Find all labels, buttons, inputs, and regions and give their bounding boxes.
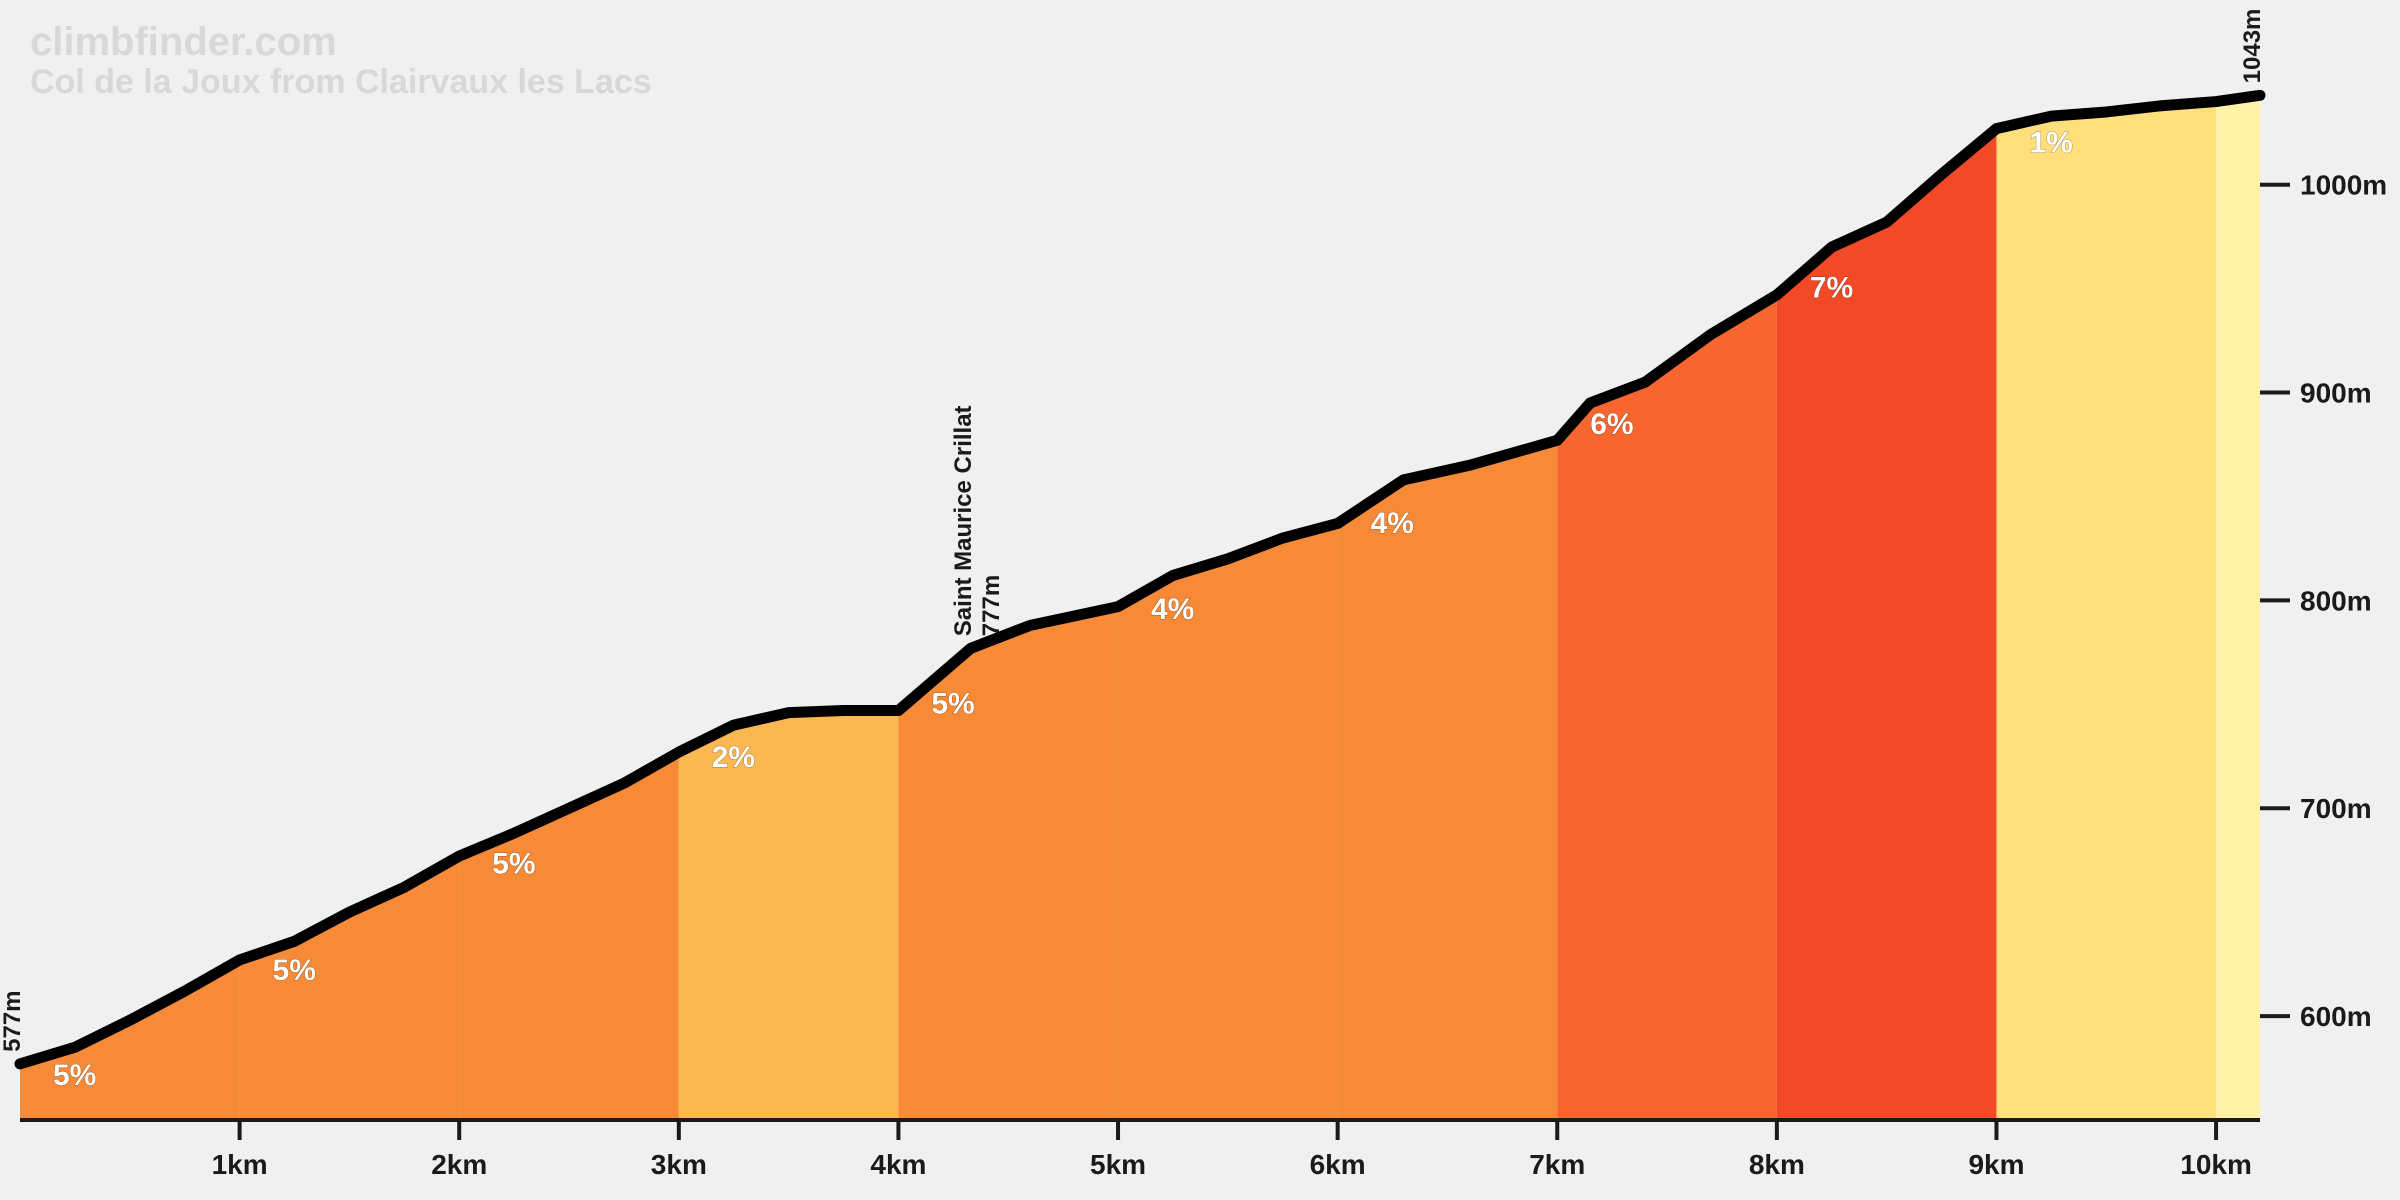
x-tick-label: 3km — [651, 1149, 707, 1180]
gradient-pct-label: 7% — [1810, 271, 1853, 304]
elevation-annotation: 577m — [0, 990, 26, 1051]
elevation-annotation-text: 777m — [978, 575, 1005, 636]
gradient-pct-label: 4% — [1371, 507, 1414, 540]
gradient-segment — [1338, 440, 1558, 1120]
gradient-segment — [240, 856, 460, 1120]
x-tick-label: 2km — [431, 1149, 487, 1180]
elevation-annotation: 1043m — [2239, 9, 2266, 84]
y-tick-label: 700m — [2300, 793, 2372, 824]
elevation-profile-chart: climbfinder.com Col de la Joux from Clai… — [0, 0, 2400, 1200]
x-tick-label: 1km — [212, 1149, 268, 1180]
y-tick-label: 900m — [2300, 378, 2372, 409]
elevation-annotation-text: Saint Maurice Crillat — [950, 405, 977, 636]
x-tick-label: 7km — [1529, 1149, 1585, 1180]
gradient-pct-label: 2% — [712, 741, 755, 774]
elevation-annotation: Saint Maurice Crillat777m — [950, 405, 1005, 636]
gradient-pct-label: 1% — [2029, 126, 2072, 159]
x-tick-label: 4km — [870, 1149, 926, 1180]
gradient-pct-label: 5% — [273, 954, 316, 987]
elevation-annotation-text: 1043m — [2239, 9, 2266, 84]
elevation-annotation-text: 577m — [0, 990, 26, 1051]
y-tick-label: 1000m — [2300, 170, 2387, 201]
x-tick-label: 8km — [1749, 1149, 1805, 1180]
gradient-pct-label: 5% — [492, 847, 535, 880]
gradient-pct-label: 4% — [1151, 593, 1194, 626]
x-tick-label: 5km — [1090, 1149, 1146, 1180]
y-tick-label: 600m — [2300, 1001, 2372, 1032]
x-tick-label: 10km — [2180, 1149, 2252, 1180]
x-tick-label: 9km — [1968, 1149, 2024, 1180]
chart-svg: 1km 2km 3km 4km 5km 6km 7km 8km 9km 10km 600m 700m 8… — [0, 0, 2400, 1200]
gradient-segment — [1996, 102, 2216, 1120]
y-tick-label: 800m — [2300, 585, 2372, 616]
x-tick-label: 6km — [1310, 1149, 1366, 1180]
gradient-pct-label: 5% — [53, 1059, 96, 1092]
gradient-segment — [2216, 95, 2260, 1120]
gradient-pct-label: 5% — [931, 687, 974, 720]
gradient-pct-label: 6% — [1590, 408, 1633, 441]
